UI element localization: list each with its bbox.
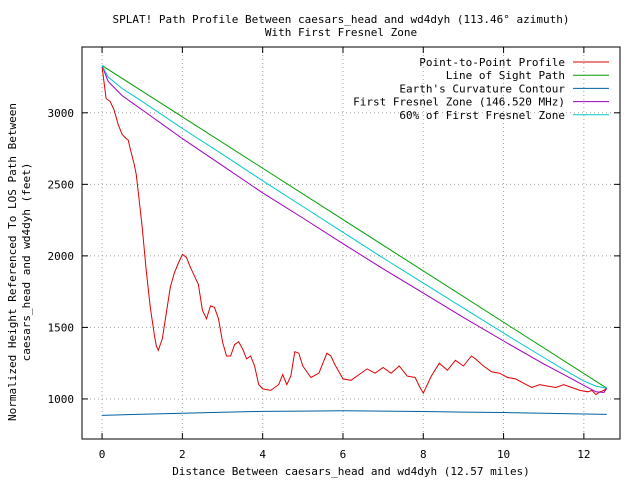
series-layer: [101, 65, 608, 416]
chart-title: SPLAT! Path Profile Between caesars_head…: [113, 13, 570, 26]
grid: [82, 47, 620, 439]
x-axis-label: Distance Between caesars_head and wd4dyh…: [172, 465, 530, 478]
x-tick-label: 0: [99, 448, 106, 461]
plot-frame: [81, 46, 621, 440]
y-tick-label: 3000: [48, 107, 75, 120]
y-axis-label-line-2: caesars_head and wd4dyh (feet): [20, 163, 33, 362]
y-tick-label: 1500: [48, 321, 75, 334]
axis-ticks: [82, 47, 620, 439]
series-line-60-of-first-fresnel-zone: [101, 65, 607, 389]
y-tick-label: 2500: [48, 178, 75, 191]
x-tick-label: 2: [179, 448, 186, 461]
y-tick-label: 1000: [48, 393, 75, 406]
legend-label-earth-s-curvature-contour: Earth's Curvature Contour: [399, 82, 565, 95]
x-tick-label: 10: [497, 448, 510, 461]
x-tick-label: 4: [259, 448, 266, 461]
series-line-line-of-sight-path: [101, 65, 608, 389]
chart-subtitle: With First Fresnel Zone: [265, 26, 417, 39]
legend-label-line-of-sight-path: Line of Sight Path: [446, 69, 565, 82]
y-tick-label: 2000: [48, 250, 75, 263]
x-tick-label: 8: [420, 448, 427, 461]
y-tick-labels: 1000 1500 2000 2500 3000: [48, 107, 75, 406]
x-tick-labels: 0 2 4 6 8 10 12: [99, 448, 591, 461]
legend-label-point-to-point-profile: Point-to-Point Profile: [419, 56, 565, 69]
y-axis-label-line-1: Normalized Height Referenced To LOS Path…: [6, 103, 19, 421]
series-line-point-to-point-profile: [101, 66, 608, 396]
series-line-first-fresnel-zone-146-520-mhz: [101, 65, 608, 394]
x-tick-label: 6: [340, 448, 347, 461]
series-line-earth-s-curvature-contour: [102, 410, 607, 416]
legend-label-60-of-first-fresnel-zone: 60% of First Fresnel Zone: [399, 109, 565, 122]
x-tick-label: 12: [577, 448, 590, 461]
legend-label-first-fresnel-zone-146-520-mhz: First Fresnel Zone (146.520 MHz): [353, 96, 565, 109]
